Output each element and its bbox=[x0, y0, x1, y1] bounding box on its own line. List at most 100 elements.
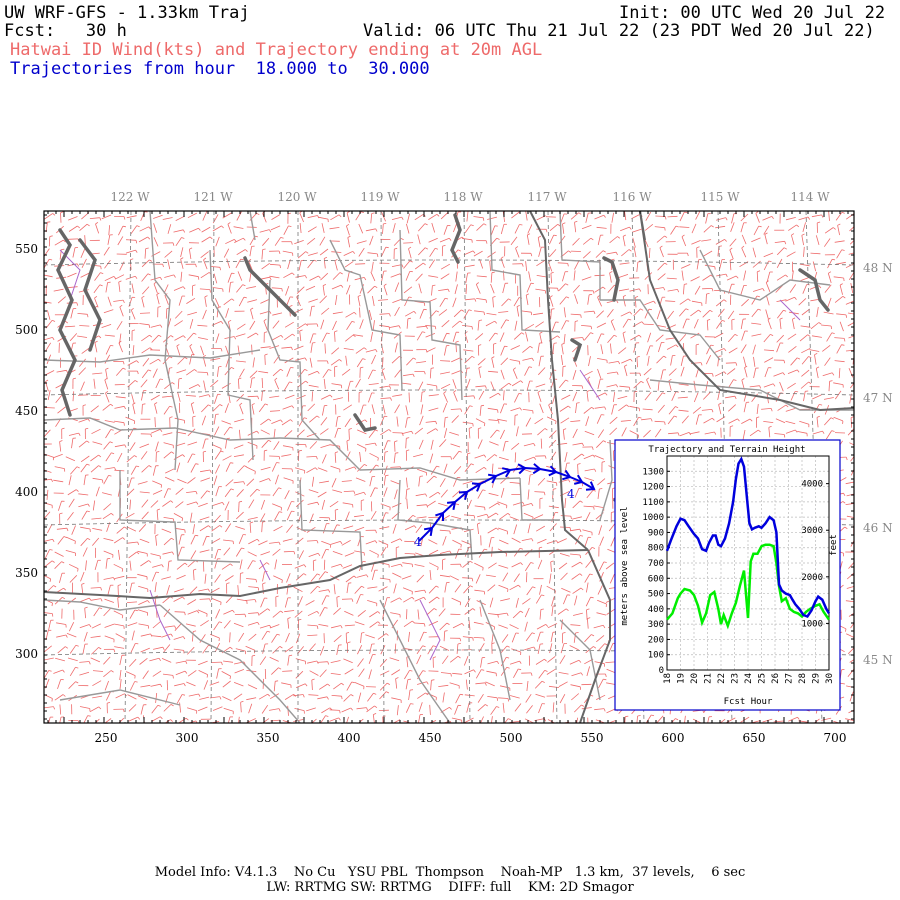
wind-barb bbox=[718, 404, 722, 415]
wind-barb-flag bbox=[450, 456, 452, 460]
wind-barb-flag bbox=[557, 335, 560, 339]
wind-barb-flag bbox=[856, 493, 858, 496]
wind-barb bbox=[584, 468, 595, 472]
wind-barb bbox=[237, 271, 243, 281]
wind-barb bbox=[356, 707, 367, 710]
wind-barb bbox=[775, 418, 786, 424]
wind-barb bbox=[633, 308, 641, 317]
wind-barb-flag bbox=[276, 633, 280, 636]
wind-barb bbox=[655, 392, 663, 402]
wind-barb bbox=[246, 466, 256, 472]
wind-barb bbox=[131, 394, 135, 404]
wind-barb bbox=[500, 357, 509, 366]
wind-barb bbox=[162, 551, 173, 555]
wind-barb bbox=[454, 284, 458, 295]
wind-barb bbox=[380, 503, 391, 508]
wind-barb-flag bbox=[749, 418, 753, 422]
wind-barb-flag bbox=[636, 355, 640, 358]
wind-barb bbox=[497, 501, 507, 506]
wind-barb bbox=[803, 391, 806, 402]
wind-barb bbox=[246, 478, 255, 487]
wind-barb-flag bbox=[66, 528, 69, 532]
wind-barb bbox=[198, 502, 208, 507]
wind-barb bbox=[323, 378, 326, 389]
wind-barb bbox=[211, 444, 222, 449]
wind-barb bbox=[680, 264, 691, 269]
wind-barb bbox=[331, 347, 340, 355]
wind-barb-flag bbox=[159, 378, 164, 380]
wind-barb bbox=[78, 358, 87, 367]
wind-barb bbox=[500, 645, 508, 654]
wind-barb bbox=[677, 396, 688, 399]
wind-barb-flag bbox=[269, 277, 272, 281]
wind-barb bbox=[259, 478, 269, 483]
wind-barb bbox=[102, 403, 111, 411]
wind-barb bbox=[573, 270, 576, 281]
wind-barb-flag bbox=[579, 554, 581, 559]
wind-barb bbox=[774, 240, 785, 243]
wind-barb bbox=[609, 416, 618, 425]
wind-barb bbox=[155, 692, 158, 703]
wind-barb-flag bbox=[304, 683, 308, 687]
wind-barb bbox=[812, 394, 822, 400]
wind-barb-flag bbox=[340, 625, 343, 629]
wind-barb bbox=[596, 226, 607, 229]
wind-barb bbox=[236, 511, 244, 520]
wind-barb-flag bbox=[220, 321, 224, 324]
wind-barb bbox=[560, 643, 565, 654]
wind-barb-flag bbox=[634, 390, 638, 393]
wind-barb-flag bbox=[123, 216, 126, 220]
wind-barb bbox=[341, 707, 351, 713]
wind-barb-flag bbox=[574, 320, 579, 322]
wind-barb bbox=[464, 333, 469, 343]
wind-barb-flag bbox=[193, 332, 197, 335]
wind-barb bbox=[233, 226, 244, 229]
wind-barb bbox=[812, 261, 817, 272]
wind-barb-flag bbox=[317, 625, 319, 629]
wind-barb-flag bbox=[353, 575, 357, 579]
wind-barb bbox=[295, 537, 304, 545]
wind-barb bbox=[308, 298, 318, 303]
wind-barb bbox=[762, 718, 773, 723]
wind-barb bbox=[369, 644, 373, 654]
wind-barb bbox=[491, 716, 493, 723]
wind-barb bbox=[84, 608, 86, 619]
wind-barb bbox=[527, 489, 530, 500]
wind-barb bbox=[452, 490, 461, 498]
wind-barb bbox=[492, 297, 494, 308]
wind-barb-flag bbox=[637, 435, 639, 439]
wind-barb bbox=[141, 369, 149, 379]
wind-barb bbox=[658, 342, 662, 353]
wind-barb-flag bbox=[496, 706, 500, 708]
wind-barb bbox=[811, 214, 822, 218]
wind-barb bbox=[768, 427, 771, 438]
wind-barb bbox=[371, 404, 375, 415]
wind-barb bbox=[299, 223, 302, 234]
wind-barb bbox=[294, 240, 304, 245]
wind-barb bbox=[453, 392, 458, 402]
wind-barb bbox=[557, 538, 567, 544]
wind-barb bbox=[153, 223, 158, 233]
wind-barb bbox=[526, 234, 530, 245]
wind-barb-flag bbox=[531, 503, 534, 507]
wind-barb bbox=[221, 382, 231, 389]
wind-barb bbox=[214, 426, 220, 436]
wind-barb-flag bbox=[492, 296, 496, 298]
wind-barb bbox=[788, 716, 798, 722]
wind-barb bbox=[115, 396, 126, 399]
wind-barb bbox=[308, 252, 318, 256]
wind-barb-flag bbox=[334, 330, 338, 333]
wind-barb-flag bbox=[483, 637, 485, 641]
wind-barb-flag bbox=[313, 259, 317, 262]
wind-barb bbox=[286, 573, 291, 583]
wind-barb bbox=[414, 589, 425, 593]
wind-barb-flag bbox=[137, 370, 139, 375]
wind-barb-flag bbox=[209, 598, 211, 602]
wind-barb-flag bbox=[325, 715, 329, 717]
wind-barb bbox=[608, 522, 616, 532]
wind-barb-flag bbox=[481, 404, 485, 407]
inset-title: Trajectory and Terrain Height bbox=[648, 445, 805, 455]
wind-barb-flag bbox=[51, 602, 53, 607]
wind-barb bbox=[522, 345, 531, 353]
wind-barb bbox=[509, 482, 520, 484]
